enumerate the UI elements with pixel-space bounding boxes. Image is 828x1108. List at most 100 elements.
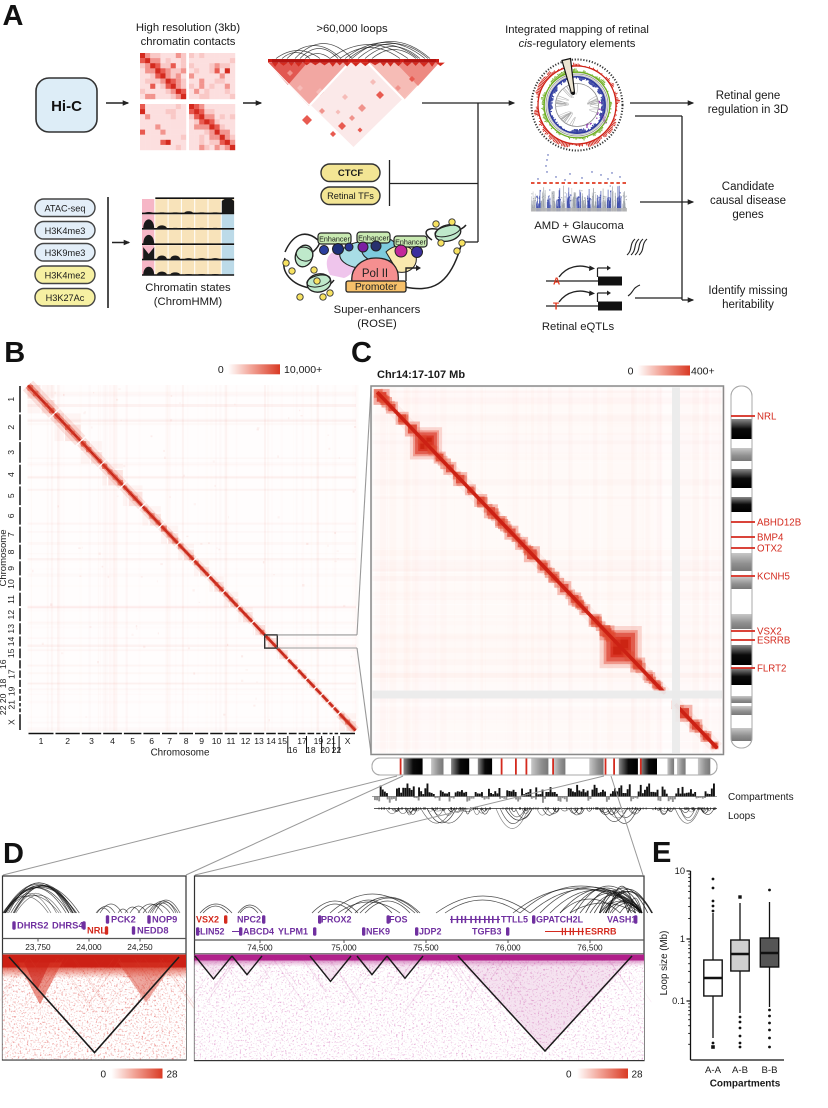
svg-text:9: 9 — [6, 566, 16, 571]
svg-text:VSX2: VSX2 — [196, 915, 219, 925]
svg-text:Compartments: Compartments — [728, 792, 794, 803]
svg-text:1: 1 — [6, 397, 16, 402]
svg-text:>60,000 loops: >60,000 loops — [316, 23, 388, 35]
svg-text:Loop size (Mb): Loop size (Mb) — [659, 931, 670, 996]
svg-text:22: 22 — [0, 705, 8, 715]
svg-text:B-B: B-B — [762, 1065, 778, 1076]
svg-text:LIN52: LIN52 — [200, 927, 225, 937]
svg-text:NEDD8: NEDD8 — [137, 926, 169, 936]
svg-text:400+: 400+ — [691, 366, 715, 378]
svg-text:14: 14 — [266, 736, 276, 746]
svg-text:12: 12 — [241, 736, 251, 746]
svg-text:Retinal gene: Retinal gene — [716, 90, 781, 102]
svg-text:2: 2 — [6, 425, 16, 430]
svg-text:13: 13 — [6, 624, 16, 634]
svg-text:20: 20 — [320, 745, 330, 755]
svg-text:Loops: Loops — [728, 811, 755, 822]
svg-text:16: 16 — [0, 659, 8, 669]
svg-text:D: D — [3, 838, 24, 870]
svg-text:C: C — [351, 337, 372, 369]
svg-text:Candidate: Candidate — [722, 181, 774, 193]
svg-text:B: B — [4, 337, 25, 369]
svg-text:Enhancer: Enhancer — [319, 234, 350, 243]
svg-text:(ROSE): (ROSE) — [357, 318, 397, 330]
svg-text:H3K27Ac: H3K27Ac — [46, 293, 85, 303]
svg-text:8: 8 — [184, 736, 189, 746]
svg-text:H3K4me2: H3K4me2 — [45, 270, 86, 280]
svg-text:16: 16 — [288, 745, 298, 755]
svg-text:10,000+: 10,000+ — [284, 364, 322, 376]
svg-text:8: 8 — [6, 549, 16, 554]
svg-text:A: A — [3, 0, 24, 32]
svg-text:TTLL5: TTLL5 — [501, 915, 528, 925]
svg-text:NEK9: NEK9 — [366, 927, 390, 937]
svg-text:OTX2: OTX2 — [757, 544, 782, 555]
svg-text:21: 21 — [326, 736, 336, 746]
svg-text:NPC2: NPC2 — [237, 915, 261, 925]
svg-text:11: 11 — [6, 595, 16, 604]
svg-text:TGFB3: TGFB3 — [472, 927, 502, 937]
svg-text:JDP2: JDP2 — [419, 927, 442, 937]
svg-text:(ChromHMM): (ChromHMM) — [154, 296, 223, 308]
svg-text:19: 19 — [314, 736, 324, 746]
svg-text:11: 11 — [227, 736, 236, 746]
svg-text:Chromatin states: Chromatin states — [145, 282, 231, 294]
svg-text:Retinal TFs: Retinal TFs — [327, 191, 374, 201]
svg-text:17: 17 — [297, 736, 307, 746]
svg-text:ABCD4: ABCD4 — [243, 927, 274, 937]
svg-text:X: X — [6, 719, 16, 725]
svg-text:10: 10 — [212, 736, 222, 746]
svg-text:Hi-C: Hi-C — [51, 98, 82, 115]
svg-text:cis-regulatory elements: cis-regulatory elements — [519, 38, 636, 50]
svg-text:19: 19 — [7, 686, 17, 696]
svg-text:FLRT2: FLRT2 — [757, 664, 786, 675]
svg-text:H3K9me3: H3K9me3 — [45, 248, 86, 258]
svg-text:5: 5 — [6, 493, 16, 498]
svg-text:KCNH5: KCNH5 — [757, 572, 790, 583]
svg-text:Chromosome: Chromosome — [151, 748, 210, 759]
svg-text:3: 3 — [6, 450, 16, 455]
svg-text:T: T — [553, 302, 559, 313]
svg-text:A-A: A-A — [705, 1065, 722, 1076]
svg-text:PROX2: PROX2 — [321, 915, 352, 925]
svg-text:genes: genes — [732, 209, 764, 221]
svg-text:ESRRB: ESRRB — [757, 636, 790, 647]
svg-text:9: 9 — [199, 736, 204, 746]
svg-text:7: 7 — [167, 736, 172, 746]
svg-text:15: 15 — [6, 648, 16, 658]
svg-text:13: 13 — [254, 736, 264, 746]
svg-text:ABHD12B: ABHD12B — [757, 518, 801, 529]
svg-text:Promoter: Promoter — [355, 282, 398, 293]
svg-text:H3K4me3: H3K4me3 — [45, 226, 86, 236]
svg-text:4: 4 — [6, 472, 16, 477]
svg-text:FOS: FOS — [389, 915, 408, 925]
svg-text:regulation in 3D: regulation in 3D — [708, 104, 789, 116]
svg-text:NRL: NRL — [87, 926, 106, 936]
svg-text:0: 0 — [566, 1070, 572, 1081]
svg-text:VSX2: VSX2 — [600, 114, 608, 126]
svg-text:YLPM1: YLPM1 — [278, 927, 308, 937]
svg-text:76,500: 76,500 — [577, 943, 603, 953]
svg-text:ATAC-seq: ATAC-seq — [44, 203, 85, 213]
svg-text:Enhancer: Enhancer — [395, 237, 426, 246]
svg-text:7: 7 — [6, 532, 16, 537]
svg-text:CTCF: CTCF — [338, 168, 364, 179]
svg-text:ESRRB: ESRRB — [585, 927, 617, 937]
svg-text:GPATCH2L: GPATCH2L — [536, 915, 584, 925]
svg-text:BMP4: BMP4 — [757, 533, 784, 544]
svg-text:3: 3 — [89, 736, 94, 746]
svg-text:10: 10 — [675, 866, 685, 876]
svg-text:28: 28 — [632, 1070, 644, 1081]
svg-text:heritability: heritability — [722, 299, 774, 311]
svg-text:0: 0 — [100, 1070, 106, 1081]
svg-text:Chr14:17-107 Mb: Chr14:17-107 Mb — [377, 369, 465, 381]
svg-text:Chromosome: Chromosome — [0, 529, 9, 586]
svg-text:28: 28 — [167, 1070, 179, 1081]
svg-text:Enhancer: Enhancer — [358, 233, 389, 242]
svg-text:74,500: 74,500 — [247, 943, 273, 953]
svg-text:6: 6 — [6, 513, 16, 518]
svg-text:24,250: 24,250 — [127, 942, 153, 952]
svg-text:18: 18 — [0, 678, 8, 688]
svg-text:23,750: 23,750 — [25, 942, 51, 952]
svg-text:High resolution (3kb): High resolution (3kb) — [136, 22, 240, 34]
